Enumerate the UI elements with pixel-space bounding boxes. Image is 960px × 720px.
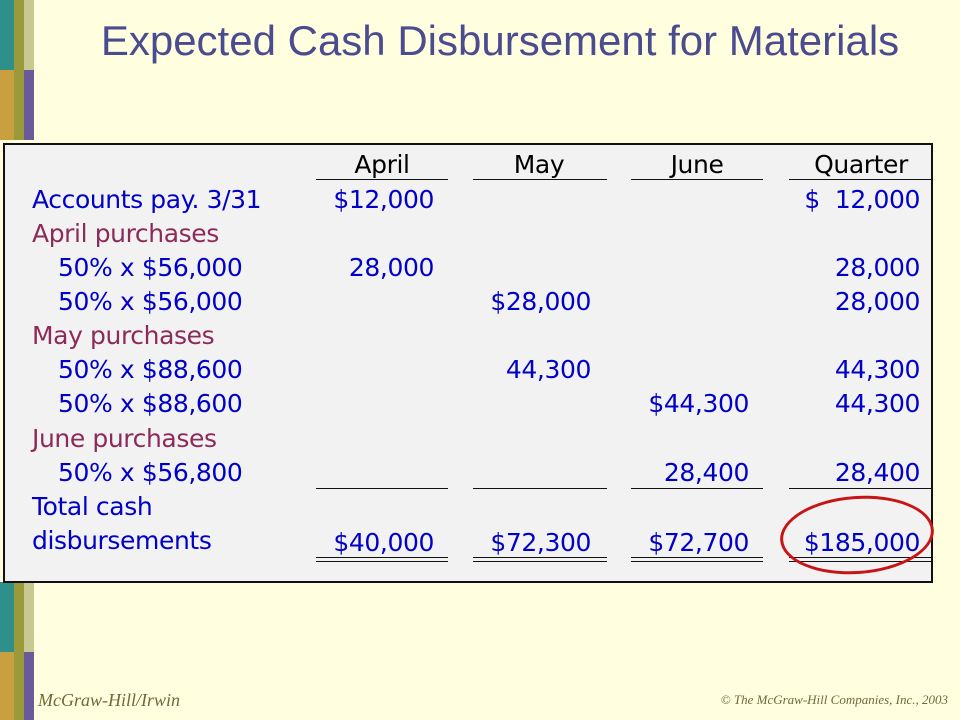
decor-bar-khaki	[24, 0, 34, 70]
total-quarter: $185,000	[803, 528, 920, 557]
cell-quarter: 44,300	[834, 389, 920, 418]
header-underline-may	[473, 179, 607, 180]
decor-bar-teal-bottom	[0, 582, 14, 652]
row-label-accounts-payable: Accounts pay. 3/31	[32, 185, 262, 214]
total-april: $40,000	[333, 528, 434, 557]
decor-bar-olive	[14, 0, 24, 140]
double-underline-may-1	[473, 557, 607, 558]
cell-may: $28,000	[490, 287, 591, 316]
row-label-june-purchases: June purchases	[32, 424, 217, 453]
decor-bar-purple	[24, 70, 34, 140]
double-underline-april-1	[316, 557, 448, 558]
column-header-quarter: Quarter	[814, 150, 908, 179]
row-label-april-purchases: April purchases	[32, 219, 219, 248]
decor-bar-tan	[0, 70, 14, 140]
total-june: $72,700	[648, 528, 749, 557]
subtotal-line-june	[631, 488, 763, 489]
header-underline-june	[631, 179, 763, 180]
double-underline-june-2	[631, 561, 763, 562]
cell-april: 28,000	[348, 253, 434, 282]
total-may: $72,300	[490, 528, 591, 557]
subtotal-line-quarter	[789, 488, 933, 489]
double-underline-april-2	[316, 561, 448, 562]
column-header-may: May	[513, 150, 565, 179]
double-underline-quarter-2	[789, 561, 933, 562]
decor-bar-tan-bottom	[0, 652, 14, 720]
row-label-may-purchases: May purchases	[32, 321, 215, 350]
header-underline-quarter	[789, 179, 933, 180]
row-label-may-50pct-b: 50% x $88,600	[58, 389, 243, 418]
row-label-total-cash: Total cash	[32, 492, 153, 521]
subtotal-line-april	[316, 488, 448, 489]
cell-may: 44,300	[505, 355, 591, 384]
cell-june: 28,400	[663, 458, 749, 487]
subtotal-line-may	[473, 488, 607, 489]
schedule-panel	[3, 143, 933, 583]
cell-quarter: 28,000	[834, 253, 920, 282]
double-underline-may-2	[473, 561, 607, 562]
cell-april: $12,000	[333, 185, 434, 214]
double-underline-june-1	[631, 557, 763, 558]
cell-quarter: 28,000	[834, 287, 920, 316]
row-label-may-50pct-a: 50% x $88,600	[58, 355, 243, 384]
cell-june: $44,300	[648, 389, 749, 418]
cell-quarter: 44,300	[834, 355, 920, 384]
decor-bar-purple-bottom	[24, 652, 34, 720]
decor-bar-olive-bottom	[14, 582, 24, 720]
row-label-disbursements: disbursements	[32, 526, 212, 555]
column-header-april: April	[354, 150, 410, 179]
slide-title: Expected Cash Disbursement for Materials	[100, 17, 900, 64]
row-label-april-50pct-a: 50% x $56,000	[58, 253, 243, 282]
cell-quarter: 28,400	[834, 458, 920, 487]
row-label-april-50pct-b: 50% x $56,000	[58, 287, 243, 316]
decor-bar-khaki-bottom	[24, 582, 34, 652]
column-header-june: June	[670, 150, 724, 179]
header-underline-april	[316, 179, 448, 180]
footer-copyright: © The McGraw-Hill Companies, Inc., 2003	[720, 692, 948, 707]
cell-quarter: $ 12,000	[804, 185, 920, 214]
double-underline-quarter-1	[789, 557, 933, 558]
row-label-june-50pct: 50% x $56,800	[58, 458, 243, 487]
footer-publisher: McGraw-Hill/Irwin	[38, 690, 180, 710]
